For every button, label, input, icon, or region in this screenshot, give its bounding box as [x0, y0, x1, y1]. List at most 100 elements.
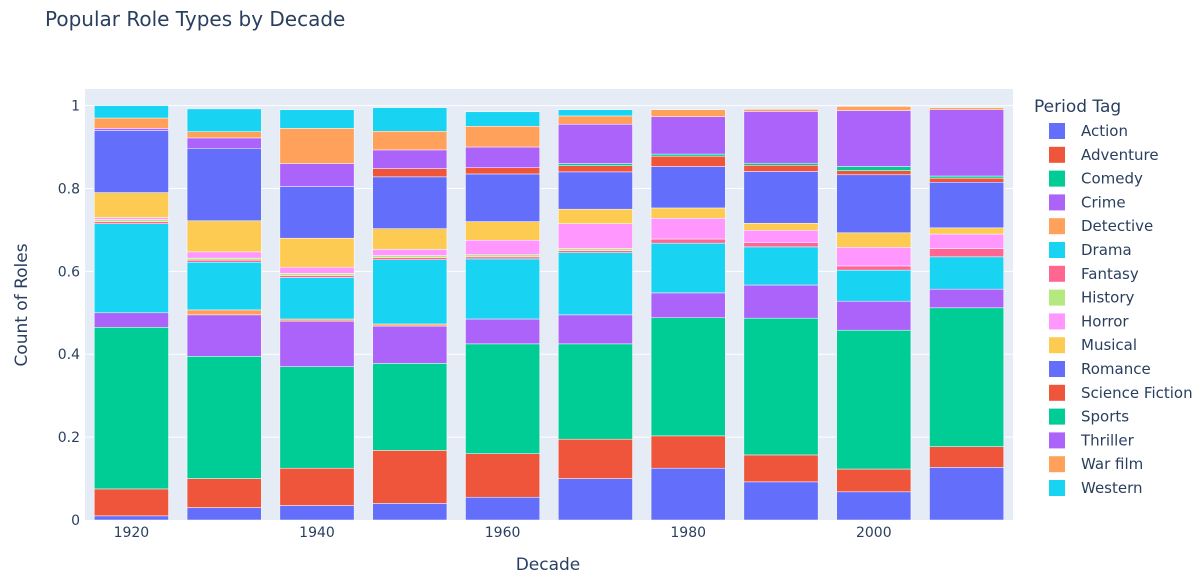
- bar-segment[interactable]: [836, 174, 912, 234]
- bar-segment[interactable]: [465, 318, 540, 345]
- bar-segment[interactable]: [558, 165, 633, 173]
- bar-segment[interactable]: [186, 108, 262, 132]
- bar-segment[interactable]: [372, 131, 448, 151]
- bar-segment[interactable]: [372, 450, 448, 504]
- bar-segment[interactable]: [743, 223, 819, 231]
- bar-segment[interactable]: [279, 163, 355, 187]
- bar-segment[interactable]: [836, 491, 912, 521]
- bar-segment[interactable]: [279, 505, 355, 521]
- legend-item[interactable]: Drama: [1049, 241, 1132, 259]
- bar-segment[interactable]: [94, 130, 169, 193]
- bar-segment[interactable]: [279, 109, 355, 129]
- bar-segment[interactable]: [279, 320, 355, 367]
- bar-segment[interactable]: [94, 312, 169, 328]
- bar-segment[interactable]: [743, 454, 819, 483]
- bar-segment[interactable]: [186, 309, 262, 316]
- bar-segment[interactable]: [929, 446, 1004, 468]
- bar-segment[interactable]: [465, 343, 540, 454]
- bar-segment[interactable]: [743, 109, 819, 112]
- bar-segment[interactable]: [372, 107, 448, 132]
- bar-segment[interactable]: [465, 146, 540, 168]
- bar-segment[interactable]: [186, 261, 262, 311]
- bar-segment[interactable]: [94, 105, 169, 119]
- bar-segment[interactable]: [465, 254, 540, 258]
- bar-segment[interactable]: [279, 273, 355, 276]
- bar-segment[interactable]: [372, 228, 448, 250]
- bar-segment[interactable]: [94, 192, 169, 218]
- bar-segment[interactable]: [372, 149, 448, 169]
- bar-segment[interactable]: [372, 503, 448, 521]
- bar-segment[interactable]: [558, 223, 633, 249]
- legend-item[interactable]: History: [1049, 289, 1134, 307]
- bar-segment[interactable]: [558, 478, 633, 521]
- bar-segment[interactable]: [929, 467, 1004, 521]
- legend-item[interactable]: Thriller: [1049, 431, 1135, 449]
- bar-segment[interactable]: [558, 314, 633, 345]
- bar-segment[interactable]: [558, 123, 633, 164]
- bar-segment[interactable]: [743, 230, 819, 244]
- bar-segment[interactable]: [650, 242, 726, 294]
- bar-segment[interactable]: [465, 453, 540, 498]
- bar-segment[interactable]: [650, 207, 726, 219]
- bar-segment[interactable]: [465, 173, 540, 222]
- bar-segment[interactable]: [836, 269, 912, 302]
- bar-segment[interactable]: [650, 166, 726, 209]
- bar-segment[interactable]: [186, 251, 262, 259]
- bar-segment[interactable]: [558, 250, 633, 253]
- bar-segment[interactable]: [372, 363, 448, 451]
- bar-segment[interactable]: [94, 219, 169, 222]
- legend-item[interactable]: Western: [1049, 479, 1143, 497]
- bar-segment[interactable]: [558, 109, 633, 117]
- legend-item[interactable]: Musical: [1049, 336, 1137, 354]
- bar-segment[interactable]: [558, 343, 633, 440]
- bar-segment[interactable]: [650, 109, 726, 118]
- bar-segment[interactable]: [94, 327, 169, 490]
- legend-item[interactable]: Detective: [1049, 217, 1153, 235]
- bar-segment[interactable]: [186, 220, 262, 253]
- bar-segment[interactable]: [929, 181, 1004, 229]
- bar-segment[interactable]: [558, 163, 633, 166]
- bar-segment[interactable]: [929, 175, 1004, 179]
- bar-segment[interactable]: [186, 131, 262, 139]
- bar-segment[interactable]: [279, 467, 355, 506]
- bar-segment[interactable]: [836, 265, 912, 271]
- bar-segment[interactable]: [465, 496, 540, 521]
- bar-segment[interactable]: [465, 240, 540, 256]
- bar-segment[interactable]: [94, 128, 169, 131]
- bar-segment[interactable]: [836, 468, 912, 493]
- legend-item[interactable]: War film: [1049, 455, 1143, 473]
- legend-item[interactable]: Science Fiction: [1049, 384, 1193, 402]
- legend-item[interactable]: Fantasy: [1049, 265, 1139, 283]
- bar-segment[interactable]: [929, 307, 1004, 447]
- legend-item[interactable]: Comedy: [1049, 170, 1143, 188]
- bar-segment[interactable]: [929, 233, 1004, 249]
- bar-segment[interactable]: [279, 186, 355, 239]
- bar-segment[interactable]: [650, 292, 726, 319]
- bar-segment[interactable]: [743, 242, 819, 248]
- bar-segment[interactable]: [558, 208, 633, 224]
- bar-segment[interactable]: [186, 259, 262, 263]
- bar-segment[interactable]: [372, 176, 448, 229]
- bar-segment[interactable]: [558, 248, 633, 251]
- bar-segment[interactable]: [279, 275, 355, 278]
- bar-segment[interactable]: [650, 238, 726, 244]
- bar-segment[interactable]: [279, 366, 355, 469]
- bar-segment[interactable]: [186, 137, 262, 149]
- bar-segment[interactable]: [650, 467, 726, 521]
- bar-segment[interactable]: [650, 153, 726, 157]
- bar-segment[interactable]: [650, 317, 726, 437]
- legend-item[interactable]: Adventure: [1049, 146, 1159, 164]
- bar-segment[interactable]: [650, 218, 726, 240]
- bar-segment[interactable]: [650, 435, 726, 469]
- bar-segment[interactable]: [372, 259, 448, 325]
- bar-segment[interactable]: [186, 478, 262, 508]
- bar-segment[interactable]: [836, 170, 912, 176]
- bar-segment[interactable]: [465, 221, 540, 241]
- bar-segment[interactable]: [929, 256, 1004, 290]
- bar-segment[interactable]: [279, 266, 355, 274]
- bar-segment[interactable]: [650, 116, 726, 155]
- legend-item[interactable]: Crime: [1049, 193, 1126, 211]
- bar-segment[interactable]: [929, 107, 1004, 110]
- bar-segment[interactable]: [186, 314, 262, 357]
- bar-segment[interactable]: [558, 115, 633, 125]
